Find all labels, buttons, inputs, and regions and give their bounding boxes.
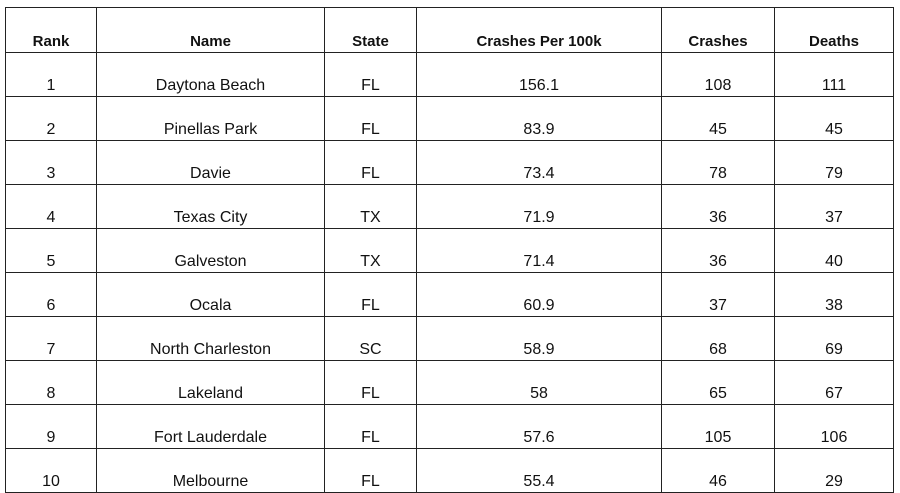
table-row: 1 Daytona Beach FL 156.1 108 111 (5, 52, 894, 97)
cell-deaths: 29 (774, 448, 894, 493)
cell-deaths: 111 (774, 52, 894, 97)
header-rank: Rank (5, 7, 97, 53)
cell-crashes: 36 (661, 228, 775, 273)
cell-crashes-per-100k: 156.1 (416, 52, 662, 97)
cell-rank: 4 (5, 184, 97, 229)
header-row: Rank Name State Crashes Per 100k Crashes… (5, 7, 894, 53)
cell-rank: 9 (5, 404, 97, 449)
table-row: 9 Fort Lauderdale FL 57.6 105 106 (5, 404, 894, 449)
cell-deaths: 40 (774, 228, 894, 273)
crash-ranking-table-container: Rank Name State Crashes Per 100k Crashes… (5, 7, 894, 493)
table-row: 2 Pinellas Park FL 83.9 45 45 (5, 96, 894, 141)
cell-crashes: 68 (661, 316, 775, 361)
cell-state: FL (324, 272, 417, 317)
table-header: Rank Name State Crashes Per 100k Crashes… (5, 7, 894, 53)
cell-rank: 7 (5, 316, 97, 361)
cell-crashes: 105 (661, 404, 775, 449)
table-row: 4 Texas City TX 71.9 36 37 (5, 184, 894, 229)
cell-deaths: 79 (774, 140, 894, 185)
cell-deaths: 69 (774, 316, 894, 361)
crash-ranking-table: Rank Name State Crashes Per 100k Crashes… (5, 7, 894, 493)
table-row: 10 Melbourne FL 55.4 46 29 (5, 448, 894, 493)
cell-crashes: 45 (661, 96, 775, 141)
cell-name: Galveston (96, 228, 325, 273)
cell-rank: 8 (5, 360, 97, 405)
cell-state: FL (324, 96, 417, 141)
cell-rank: 10 (5, 448, 97, 493)
cell-state: TX (324, 228, 417, 273)
cell-name: Pinellas Park (96, 96, 325, 141)
cell-crashes: 78 (661, 140, 775, 185)
cell-crashes: 37 (661, 272, 775, 317)
cell-name: Melbourne (96, 448, 325, 493)
cell-rank: 6 (5, 272, 97, 317)
cell-name: Texas City (96, 184, 325, 229)
table-row: 8 Lakeland FL 58 65 67 (5, 360, 894, 405)
cell-rank: 5 (5, 228, 97, 273)
cell-deaths: 106 (774, 404, 894, 449)
cell-deaths: 45 (774, 96, 894, 141)
cell-crashes-per-100k: 55.4 (416, 448, 662, 493)
cell-name: North Charleston (96, 316, 325, 361)
cell-crashes-per-100k: 58 (416, 360, 662, 405)
header-name: Name (96, 7, 325, 53)
cell-name: Daytona Beach (96, 52, 325, 97)
header-deaths: Deaths (774, 7, 894, 53)
cell-crashes-per-100k: 60.9 (416, 272, 662, 317)
cell-name: Davie (96, 140, 325, 185)
cell-crashes-per-100k: 73.4 (416, 140, 662, 185)
cell-deaths: 67 (774, 360, 894, 405)
cell-state: TX (324, 184, 417, 229)
cell-rank: 2 (5, 96, 97, 141)
cell-crashes-per-100k: 71.9 (416, 184, 662, 229)
cell-deaths: 37 (774, 184, 894, 229)
cell-crashes-per-100k: 71.4 (416, 228, 662, 273)
table-row: 5 Galveston TX 71.4 36 40 (5, 228, 894, 273)
cell-name: Ocala (96, 272, 325, 317)
cell-state: SC (324, 316, 417, 361)
cell-rank: 3 (5, 140, 97, 185)
table-row: 7 North Charleston SC 58.9 68 69 (5, 316, 894, 361)
cell-crashes-per-100k: 58.9 (416, 316, 662, 361)
cell-crashes: 36 (661, 184, 775, 229)
cell-name: Lakeland (96, 360, 325, 405)
header-crashes: Crashes (661, 7, 775, 53)
header-state: State (324, 7, 417, 53)
cell-state: FL (324, 404, 417, 449)
cell-name: Fort Lauderdale (96, 404, 325, 449)
cell-crashes: 108 (661, 52, 775, 97)
cell-state: FL (324, 360, 417, 405)
table-body: 1 Daytona Beach FL 156.1 108 111 2 Pinel… (5, 52, 894, 493)
table-row: 3 Davie FL 73.4 78 79 (5, 140, 894, 185)
table-row: 6 Ocala FL 60.9 37 38 (5, 272, 894, 317)
cell-deaths: 38 (774, 272, 894, 317)
cell-crashes: 65 (661, 360, 775, 405)
cell-crashes-per-100k: 83.9 (416, 96, 662, 141)
cell-state: FL (324, 448, 417, 493)
cell-crashes-per-100k: 57.6 (416, 404, 662, 449)
header-crashes-per-100k: Crashes Per 100k (416, 7, 662, 53)
cell-state: FL (324, 140, 417, 185)
cell-crashes: 46 (661, 448, 775, 493)
cell-state: FL (324, 52, 417, 97)
cell-rank: 1 (5, 52, 97, 97)
